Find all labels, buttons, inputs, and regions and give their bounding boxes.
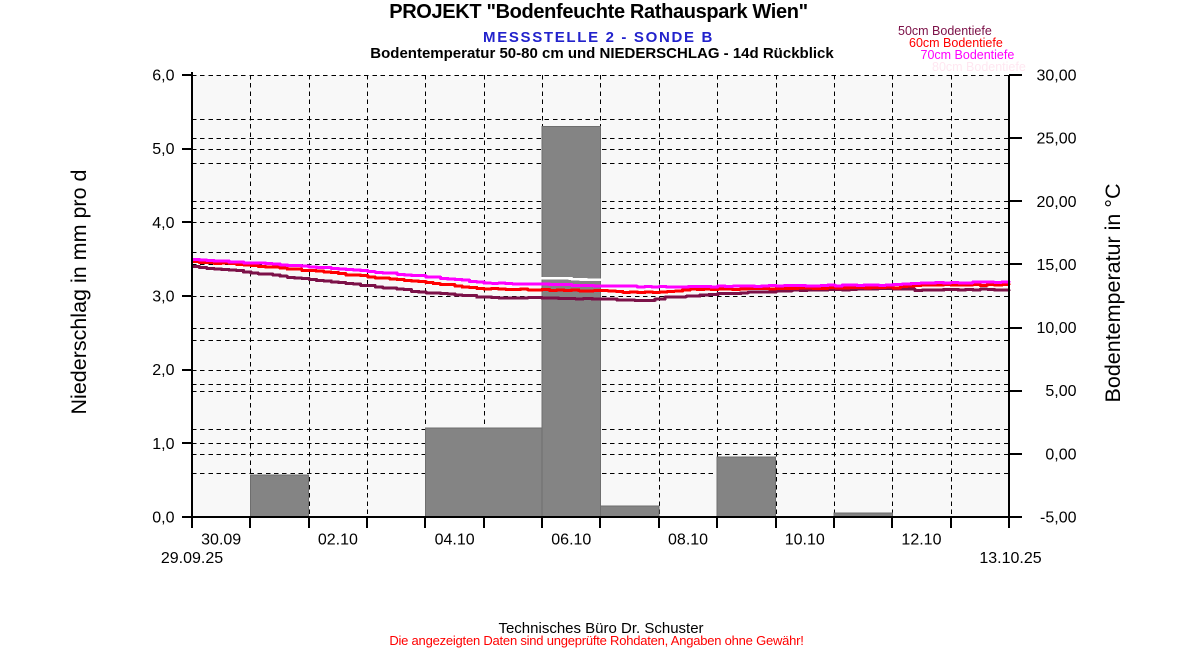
svg-text:02.10: 02.10 xyxy=(318,532,358,549)
svg-text:12.10: 12.10 xyxy=(901,532,941,549)
svg-text:29.09.25: 29.09.25 xyxy=(161,550,223,567)
svg-text:30.09: 30.09 xyxy=(201,532,241,549)
svg-text:04.10: 04.10 xyxy=(435,532,475,549)
svg-text:2,0: 2,0 xyxy=(152,362,174,379)
svg-text:80cm Bodentiefe: 80cm Bodentiefe xyxy=(932,60,1026,74)
svg-text:70cm Bodentiefe: 70cm Bodentiefe xyxy=(921,48,1015,62)
svg-text:0,00: 0,00 xyxy=(1045,446,1076,463)
svg-text:5,0: 5,0 xyxy=(152,141,174,158)
svg-text:25,00: 25,00 xyxy=(1036,131,1076,148)
svg-text:3,0: 3,0 xyxy=(152,289,174,306)
svg-text:PROJEKT "Bodenfeuchte Rathausp: PROJEKT "Bodenfeuchte Rathauspark Wien" xyxy=(389,1,808,23)
svg-text:MESSSTELLE 2 - SONDE B: MESSSTELLE 2 - SONDE B xyxy=(483,29,714,46)
svg-text:50cm Bodentiefe: 50cm Bodentiefe xyxy=(898,24,992,38)
svg-text:20,00: 20,00 xyxy=(1036,194,1076,211)
svg-text:1,0: 1,0 xyxy=(152,436,174,453)
svg-text:08.10: 08.10 xyxy=(668,532,708,549)
svg-text:Bodentemperatur in °C: Bodentemperatur in °C xyxy=(1101,184,1125,403)
svg-text:-5,00: -5,00 xyxy=(1040,510,1077,527)
svg-text:Die angezeigten Daten sind ung: Die angezeigten Daten sind ungeprüfte Ro… xyxy=(389,633,803,648)
svg-text:10,00: 10,00 xyxy=(1036,320,1076,337)
svg-text:Niederschlag in mm pro d: Niederschlag in mm pro d xyxy=(67,170,91,415)
svg-text:06.10: 06.10 xyxy=(551,532,591,549)
svg-text:10.10: 10.10 xyxy=(785,532,825,549)
svg-text:Bodentemperatur 50-80 cm und N: Bodentemperatur 50-80 cm und NIEDERSCHLA… xyxy=(370,45,834,62)
svg-text:30,00: 30,00 xyxy=(1036,68,1076,85)
svg-text:0,0: 0,0 xyxy=(152,510,174,527)
svg-text:13.10.25: 13.10.25 xyxy=(979,550,1041,567)
svg-text:4,0: 4,0 xyxy=(152,215,174,232)
svg-text:15,00: 15,00 xyxy=(1036,257,1076,274)
svg-text:Technisches Büro Dr. Schuster: Technisches Büro Dr. Schuster xyxy=(498,620,703,637)
svg-text:6,0: 6,0 xyxy=(152,68,174,85)
svg-text:5,00: 5,00 xyxy=(1045,383,1076,400)
svg-text:60cm Bodentiefe: 60cm Bodentiefe xyxy=(909,36,1003,50)
